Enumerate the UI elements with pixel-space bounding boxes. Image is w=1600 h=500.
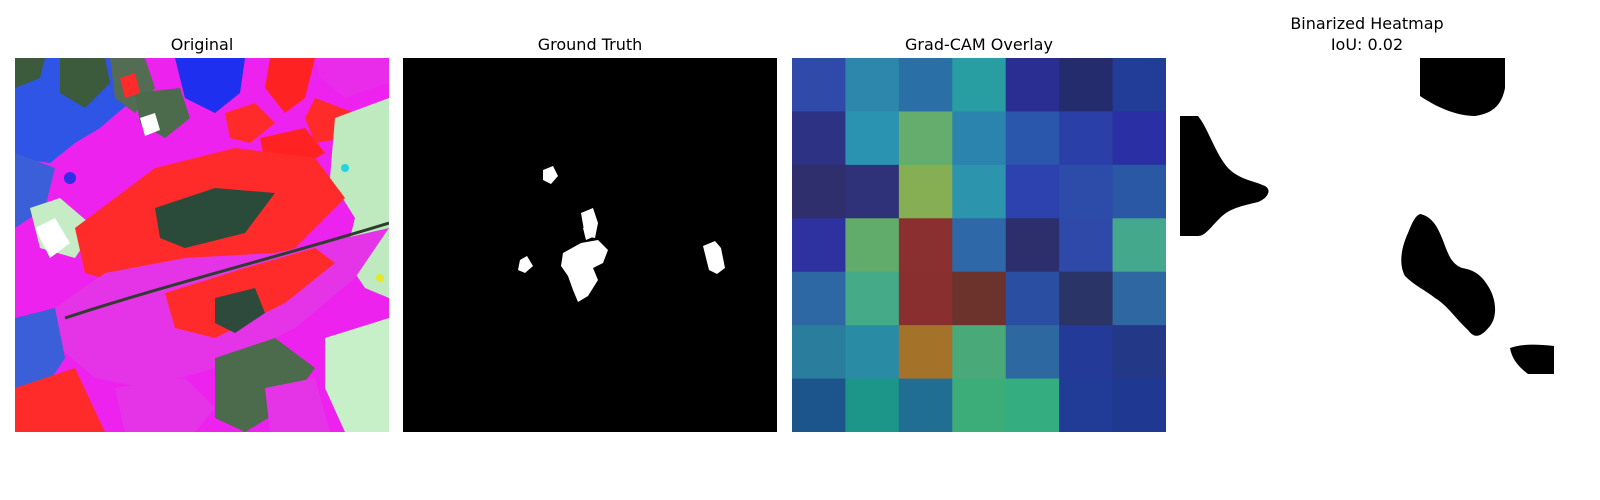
gradcam-cell-r1-c5 — [1059, 111, 1114, 166]
panel-subtitle-iou: IoU: 0.02 — [1330, 35, 1404, 54]
gradcam-cell-r2-c4 — [1005, 164, 1060, 219]
gradcam-cell-r3-c0 — [792, 218, 846, 273]
gradcam-cell-r2-c3 — [952, 164, 1007, 219]
gradcam-cell-r6-c6 — [1112, 378, 1166, 432]
gradcam-cell-r1-c3 — [952, 111, 1007, 166]
gradcam-cell-r5-c6 — [1112, 325, 1166, 380]
gradcam-cell-r5-c5 — [1059, 325, 1114, 380]
gradcam-cell-r5-c1 — [845, 325, 900, 380]
gradcam-cell-r2-c2 — [898, 164, 953, 219]
gradcam-cell-r4-c4 — [1005, 271, 1060, 326]
gradcam-cell-r6-c2 — [898, 378, 953, 432]
gradcam-cell-r5-c0 — [792, 325, 846, 380]
panel-title-binarized-heatmap: Binarized Heatmap — [1290, 14, 1444, 33]
gradcam-cell-r4-c1 — [845, 271, 900, 326]
gradcam-cell-r0-c6 — [1112, 58, 1166, 112]
gradcam-cell-r0-c2 — [898, 58, 953, 112]
panel-title-ground-truth: Ground Truth — [537, 35, 643, 54]
ground-truth-mask — [403, 58, 777, 432]
gradcam-cell-r5-c4 — [1005, 325, 1060, 380]
gradcam-cell-r6-c3 — [952, 378, 1007, 432]
gradcam-cell-r0-c0 — [792, 58, 846, 112]
gradcam-cell-r3-c1 — [845, 218, 900, 273]
gradcam-cell-r6-c1 — [845, 378, 900, 432]
gradcam-cell-r1-c4 — [1005, 111, 1060, 166]
gradcam-cell-r1-c2 — [898, 111, 953, 166]
gradcam-cell-r2-c0 — [792, 164, 846, 219]
gradcam-cell-r3-c4 — [1005, 218, 1060, 273]
gradcam-cell-r2-c5 — [1059, 164, 1114, 219]
gradcam-cell-r0-c1 — [845, 58, 900, 112]
gradcam-cell-r3-c6 — [1112, 218, 1166, 273]
gradcam-cell-r3-c2 — [898, 218, 953, 273]
gradcam-cell-r6-c0 — [792, 378, 846, 432]
gradcam-cell-r3-c5 — [1059, 218, 1114, 273]
gradcam-cell-r2-c1 — [845, 164, 900, 219]
gradcam-cell-r2-c6 — [1112, 164, 1166, 219]
gradcam-cell-r0-c3 — [952, 58, 1007, 112]
gradcam-cell-r4-c0 — [792, 271, 846, 326]
gradcam-cell-r3-c3 — [952, 218, 1007, 273]
gradcam-cell-r4-c5 — [1059, 271, 1114, 326]
gradcam-cell-r6-c4 — [1005, 378, 1060, 432]
gradcam-overlay-image — [792, 58, 1166, 432]
gradcam-cell-r5-c2 — [898, 325, 953, 380]
gradcam-cell-r5-c3 — [952, 325, 1007, 380]
gradcam-cell-r4-c3 — [952, 271, 1007, 326]
gradcam-cell-r0-c4 — [1005, 58, 1060, 112]
gradcam-cell-r0-c5 — [1059, 58, 1114, 112]
panel-title-original: Original — [170, 35, 234, 54]
gradcam-cell-r6-c5 — [1059, 378, 1114, 432]
gradcam-cell-r1-c6 — [1112, 111, 1166, 166]
gradcam-cell-r4-c6 — [1112, 271, 1166, 326]
binarized-heatmap-image — [1180, 58, 1554, 432]
gradcam-cell-r1-c0 — [792, 111, 846, 166]
panel-title-gradcam-overlay: Grad-CAM Overlay — [905, 35, 1053, 54]
gradcam-cell-r1-c1 — [845, 111, 900, 166]
original-image — [15, 58, 389, 432]
gradcam-cell-r4-c2 — [898, 271, 953, 326]
